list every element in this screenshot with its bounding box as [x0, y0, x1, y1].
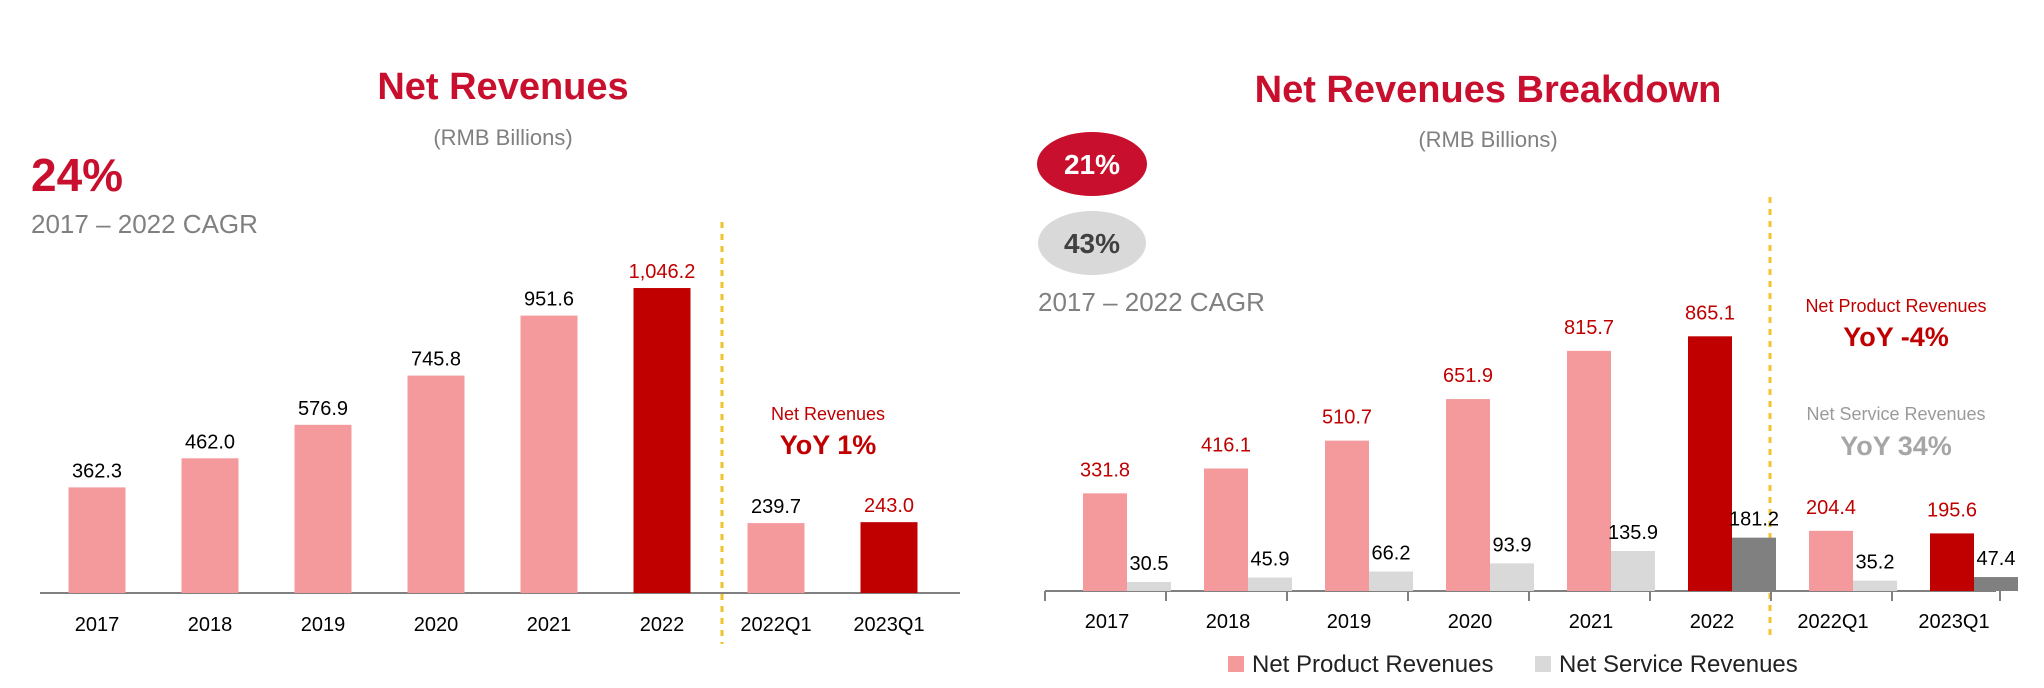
service-bar-2022: [1732, 537, 1776, 591]
product-label-2023Q1: 195.6: [1927, 499, 1977, 521]
left-cagr-value: 24%: [31, 149, 123, 201]
service-bar-2020: [1490, 563, 1534, 591]
right-cagr-label: 2017 – 2022 CAGR: [1038, 287, 1265, 317]
cagr-product-value: 21%: [1064, 149, 1120, 180]
product-label-2018: 416.1: [1201, 435, 1251, 457]
service-label-2019: 66.2: [1372, 543, 1411, 565]
bar-2020: [407, 375, 465, 593]
bar-2017: [68, 487, 126, 593]
x-tick-2022Q1: 2022Q1: [740, 614, 811, 636]
product-bar-2017: [1083, 493, 1127, 591]
right-chart-marks: 331.8 30.5 2017 416.1 45.9 2018 510.7 66.2 2019 6…: [1044, 302, 2018, 633]
service-bar-2019: [1369, 571, 1413, 591]
product-bar-2022: [1688, 336, 1732, 591]
service-label-2021: 135.9: [1608, 522, 1658, 544]
service-label-2022Q1: 35.2: [1856, 552, 1895, 574]
data-label-2021: 951.6: [524, 289, 574, 311]
x-tick-2019: 2019: [1327, 611, 1372, 633]
left-chart-marks: 362.3 2017 462.0 2018 576.9 2019 745.8 2020 951.…: [68, 261, 925, 636]
x-tick-2017: 2017: [1085, 611, 1130, 633]
data-label-2018: 462.0: [185, 431, 235, 453]
cagr-service-pill: [1038, 211, 1146, 275]
product-bar-2020: [1446, 399, 1490, 591]
legend-label-product: Net Product Revenues: [1252, 651, 1493, 678]
product-label-2017: 331.8: [1080, 459, 1130, 481]
x-tick-2020: 2020: [414, 614, 459, 636]
x-tick-2018: 2018: [1206, 611, 1251, 633]
x-tick-2020: 2020: [1448, 611, 1493, 633]
bar-2021: [520, 315, 578, 593]
product-bar-2022Q1: [1809, 530, 1853, 591]
x-tick-2022: 2022: [640, 614, 685, 636]
x-tick-2023Q1: 2023Q1: [853, 614, 924, 636]
left-cagr-label: 2017 – 2022 CAGR: [31, 209, 258, 239]
product-label-2022: 865.1: [1685, 302, 1735, 324]
service-label-2020: 93.9: [1493, 534, 1532, 556]
legend-swatch-product: [1228, 656, 1244, 672]
service-label-2023Q1: 47.4: [1977, 548, 2016, 570]
service-bar-2021: [1611, 550, 1655, 591]
left-chart-subtitle: (RMB Billions): [433, 125, 572, 150]
bar-2023Q1: [860, 522, 918, 593]
x-tick-2017: 2017: [75, 614, 120, 636]
right-yoy-product-value: YoY -4%: [1843, 322, 1949, 352]
x-tick-2019: 2019: [301, 614, 346, 636]
right-yoy-service-label: Net Service Revenues: [1806, 404, 1985, 424]
service-bar-2023Q1: [1974, 577, 2018, 591]
data-label-2022Q1: 239.7: [751, 496, 801, 518]
right-yoy-product-label: Net Product Revenues: [1805, 296, 1986, 316]
right-chart-subtitle: (RMB Billions): [1418, 127, 1557, 152]
data-label-2022: 1,046.2: [629, 261, 696, 283]
cagr-service-value: 43%: [1064, 228, 1120, 259]
x-tick-2022Q1: 2022Q1: [1797, 611, 1868, 633]
service-label-2018: 45.9: [1251, 548, 1290, 570]
service-bar-2017: [1127, 582, 1171, 591]
bar-2022: [633, 288, 691, 593]
data-label-2023Q1: 243.0: [864, 495, 914, 517]
product-bar-2019: [1325, 440, 1369, 591]
service-label-2017: 30.5: [1130, 553, 1169, 575]
data-label-2017: 362.3: [72, 460, 122, 482]
left-yoy-label: Net Revenues: [771, 404, 885, 424]
data-label-2019: 576.9: [298, 398, 348, 420]
x-tick-2021: 2021: [1569, 611, 1614, 633]
product-label-2019: 510.7: [1322, 407, 1372, 429]
right-yoy-service-value: YoY 34%: [1840, 431, 1952, 461]
product-bar-2018: [1204, 468, 1248, 591]
x-tick-2021: 2021: [527, 614, 572, 636]
legend-label-service: Net Service Revenues: [1559, 651, 1798, 678]
product-bar-2023Q1: [1930, 533, 1974, 591]
service-label-2022: 181.2: [1729, 509, 1779, 531]
left-chart-title: Net Revenues: [377, 66, 628, 108]
right-chart-title: Net Revenues Breakdown: [1255, 69, 1722, 111]
service-bar-2022Q1: [1853, 580, 1897, 591]
x-tick-2023Q1: 2023Q1: [1918, 611, 1989, 633]
x-tick-2022: 2022: [1690, 611, 1735, 633]
cagr-product-pill: [1037, 132, 1147, 196]
product-label-2020: 651.9: [1443, 365, 1493, 387]
product-label-2022Q1: 204.4: [1806, 497, 1856, 519]
x-tick-2018: 2018: [188, 614, 233, 636]
data-label-2020: 745.8: [411, 349, 461, 371]
product-label-2021: 815.7: [1564, 317, 1614, 339]
legend-swatch-service: [1535, 656, 1551, 672]
product-bar-2021: [1567, 350, 1611, 591]
bar-2022Q1: [747, 523, 805, 593]
service-bar-2018: [1248, 577, 1292, 591]
bar-2019: [294, 424, 352, 593]
bar-2018: [181, 458, 239, 593]
left-yoy-value: YoY 1%: [780, 430, 877, 460]
